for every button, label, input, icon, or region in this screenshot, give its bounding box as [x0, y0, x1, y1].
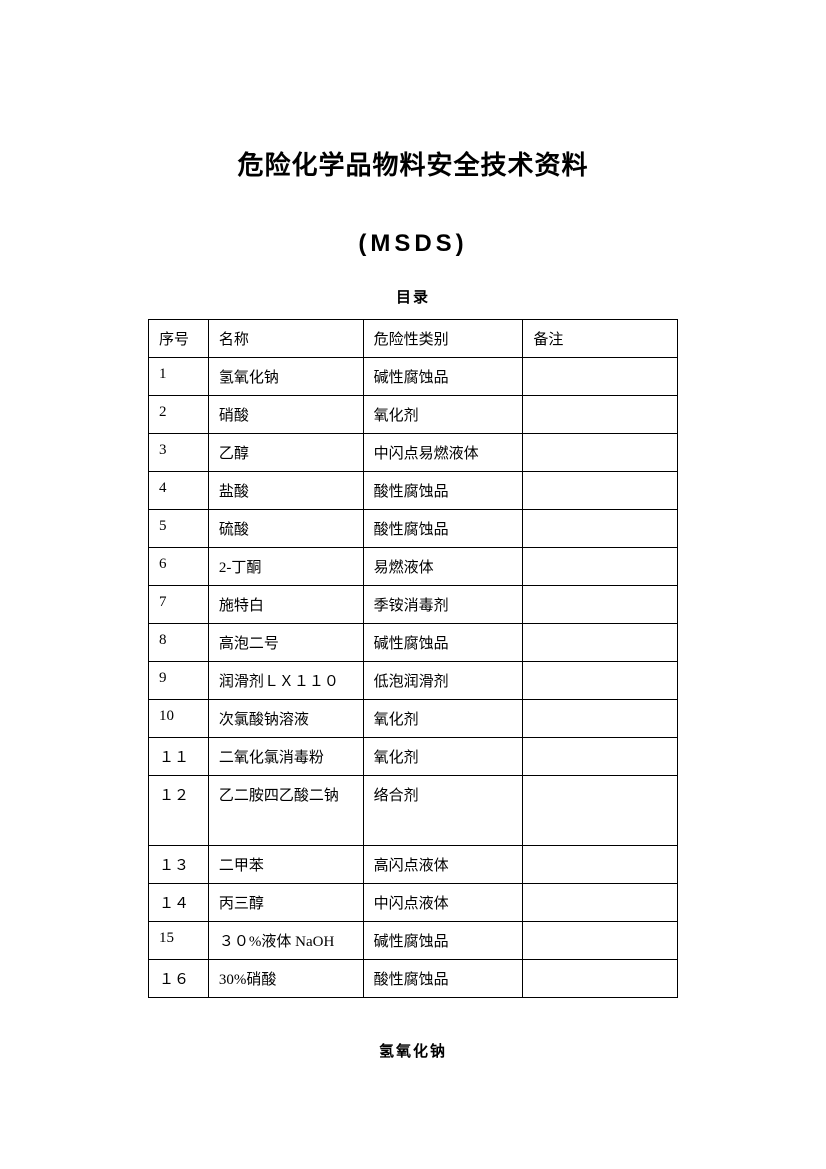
- cell-seq: １３: [149, 846, 209, 884]
- table-row: 4盐酸酸性腐蚀品: [149, 472, 678, 510]
- cell-category: 络合剂: [363, 776, 523, 846]
- table-row: 1氢氧化钠碱性腐蚀品: [149, 358, 678, 396]
- cell-category: 季铵消毒剂: [363, 586, 523, 624]
- table-row: 10次氯酸钠溶液氧化剂: [149, 700, 678, 738]
- cell-name: 丙三醇: [208, 884, 363, 922]
- table-row: １６30%硝酸酸性腐蚀品: [149, 960, 678, 998]
- cell-remark: [523, 700, 678, 738]
- table-row: １２乙二胺四乙酸二钠络合剂: [149, 776, 678, 846]
- cell-name: ３０%液体 NaOH: [208, 922, 363, 960]
- cell-category: 酸性腐蚀品: [363, 472, 523, 510]
- cell-seq: 9: [149, 662, 209, 700]
- col-header-name: 名称: [208, 320, 363, 358]
- cell-seq: １４: [149, 884, 209, 922]
- cell-remark: [523, 510, 678, 548]
- cell-name: 次氯酸钠溶液: [208, 700, 363, 738]
- cell-category: 氧化剂: [363, 738, 523, 776]
- cell-seq: 5: [149, 510, 209, 548]
- cell-category: 酸性腐蚀品: [363, 960, 523, 998]
- cell-remark: [523, 738, 678, 776]
- cell-category: 碱性腐蚀品: [363, 624, 523, 662]
- cell-category: 中闪点液体: [363, 884, 523, 922]
- toc-table: 序号 名称 危险性类别 备注 1氢氧化钠碱性腐蚀品2硝酸氧化剂3乙醇中闪点易燃液…: [148, 319, 678, 998]
- table-body: 1氢氧化钠碱性腐蚀品2硝酸氧化剂3乙醇中闪点易燃液体4盐酸酸性腐蚀品5硫酸酸性腐…: [149, 358, 678, 998]
- table-row: １３二甲苯高闪点液体: [149, 846, 678, 884]
- table-row: 15３０%液体 NaOH碱性腐蚀品: [149, 922, 678, 960]
- table-row: 7施特白季铵消毒剂: [149, 586, 678, 624]
- cell-category: 氧化剂: [363, 700, 523, 738]
- cell-remark: [523, 662, 678, 700]
- cell-seq: 15: [149, 922, 209, 960]
- page-title-sub: (MSDS): [100, 230, 726, 258]
- cell-seq: １２: [149, 776, 209, 846]
- cell-name: 乙二胺四乙酸二钠: [208, 776, 363, 846]
- cell-remark: [523, 358, 678, 396]
- cell-category: 碱性腐蚀品: [363, 922, 523, 960]
- cell-seq: 8: [149, 624, 209, 662]
- cell-seq: 7: [149, 586, 209, 624]
- cell-category: 碱性腐蚀品: [363, 358, 523, 396]
- cell-category: 低泡润滑剂: [363, 662, 523, 700]
- table-row: 3乙醇中闪点易燃液体: [149, 434, 678, 472]
- table-header-row: 序号 名称 危险性类别 备注: [149, 320, 678, 358]
- table-row: 5硫酸酸性腐蚀品: [149, 510, 678, 548]
- cell-remark: [523, 776, 678, 846]
- cell-name: 高泡二号: [208, 624, 363, 662]
- col-header-category: 危险性类别: [363, 320, 523, 358]
- table-row: 62-丁酮易燃液体: [149, 548, 678, 586]
- cell-category: 酸性腐蚀品: [363, 510, 523, 548]
- toc-label: 目录: [100, 286, 726, 307]
- cell-remark: [523, 624, 678, 662]
- cell-remark: [523, 846, 678, 884]
- table-row: １１二氧化氯消毒粉氧化剂: [149, 738, 678, 776]
- cell-remark: [523, 884, 678, 922]
- cell-remark: [523, 586, 678, 624]
- table-row: 8高泡二号碱性腐蚀品: [149, 624, 678, 662]
- page-title-main: 危险化学品物料安全技术资料: [100, 145, 726, 182]
- cell-seq: 6: [149, 548, 209, 586]
- table-row: 2硝酸氧化剂: [149, 396, 678, 434]
- cell-seq: 3: [149, 434, 209, 472]
- cell-remark: [523, 396, 678, 434]
- cell-name: 氢氧化钠: [208, 358, 363, 396]
- cell-category: 高闪点液体: [363, 846, 523, 884]
- cell-category: 中闪点易燃液体: [363, 434, 523, 472]
- col-header-seq: 序号: [149, 320, 209, 358]
- col-header-remark: 备注: [523, 320, 678, 358]
- table-row: 9润滑剂ＬＸ１１０低泡润滑剂: [149, 662, 678, 700]
- cell-remark: [523, 548, 678, 586]
- cell-seq: 4: [149, 472, 209, 510]
- cell-remark: [523, 472, 678, 510]
- cell-name: 硝酸: [208, 396, 363, 434]
- cell-name: 乙醇: [208, 434, 363, 472]
- cell-seq: 2: [149, 396, 209, 434]
- cell-name: 2-丁酮: [208, 548, 363, 586]
- footer-section-title: 氢氧化钠: [100, 1040, 726, 1061]
- cell-name: 施特白: [208, 586, 363, 624]
- cell-remark: [523, 434, 678, 472]
- cell-category: 易燃液体: [363, 548, 523, 586]
- cell-name: 盐酸: [208, 472, 363, 510]
- cell-seq: 1: [149, 358, 209, 396]
- cell-name: 润滑剂ＬＸ１１０: [208, 662, 363, 700]
- cell-seq: 10: [149, 700, 209, 738]
- cell-remark: [523, 922, 678, 960]
- cell-name: 硫酸: [208, 510, 363, 548]
- cell-name: 二氧化氯消毒粉: [208, 738, 363, 776]
- cell-seq: １１: [149, 738, 209, 776]
- cell-name: 30%硝酸: [208, 960, 363, 998]
- cell-remark: [523, 960, 678, 998]
- cell-category: 氧化剂: [363, 396, 523, 434]
- table-row: １４丙三醇中闪点液体: [149, 884, 678, 922]
- cell-seq: １６: [149, 960, 209, 998]
- cell-name: 二甲苯: [208, 846, 363, 884]
